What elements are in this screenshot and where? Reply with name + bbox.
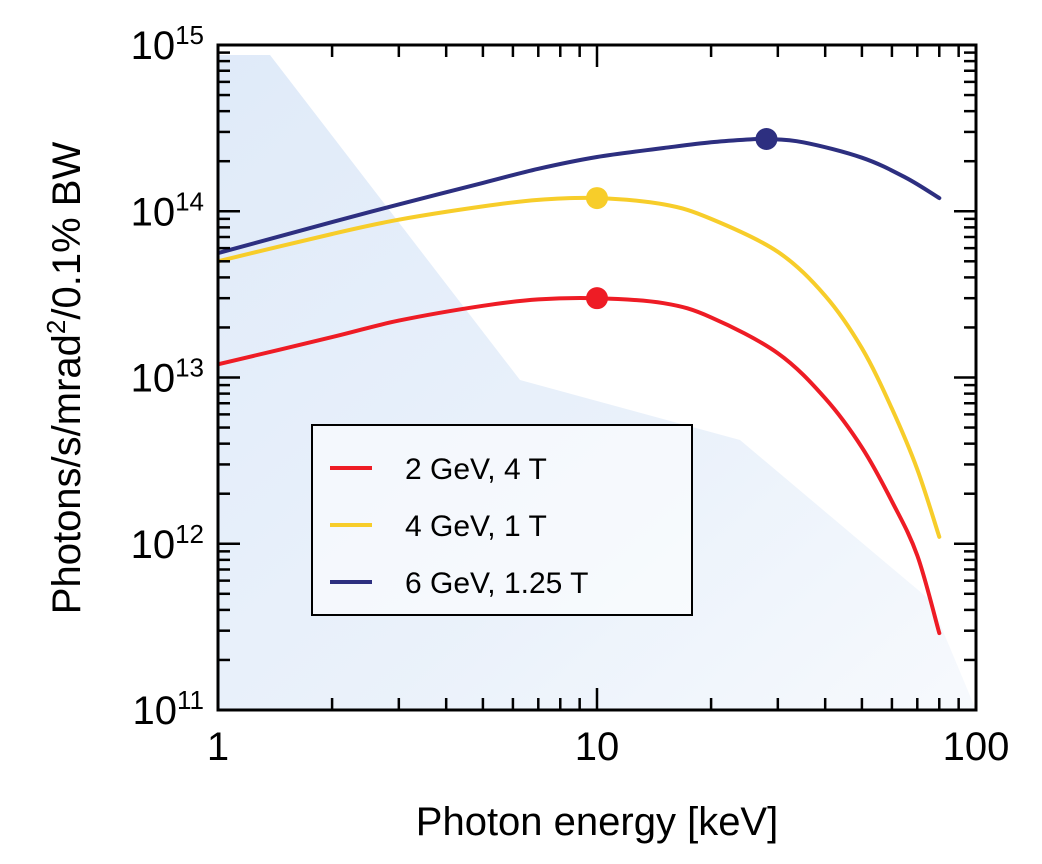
- y-tick-label: 1014: [131, 186, 204, 234]
- ticks-layer: [216, 45, 976, 712]
- legend-box: [311, 424, 693, 616]
- series-marker-3: [755, 128, 778, 151]
- y-axis-title: Photons/s/mrad2/0.1% BW: [41, 142, 89, 615]
- x-axis-title: Photon energy [keV]: [416, 800, 778, 844]
- series-line-2: [218, 195, 942, 539]
- legend-label-1: 2 GeV, 4 T: [405, 453, 547, 486]
- x-tick-label: 100: [943, 725, 1010, 769]
- legend-label-3: 6 GeV, 1.25 T: [405, 567, 588, 600]
- y-tick-label: 1011: [133, 685, 205, 733]
- x-tick-label: 1: [207, 725, 229, 769]
- series-line-1: [218, 295, 942, 636]
- series-layer: [218, 136, 942, 636]
- legend: 2 GeV, 4 T 4 GeV, 1 T 6 GeV, 1.25 T: [311, 424, 693, 616]
- legend-label-2: 4 GeV, 1 T: [405, 510, 547, 543]
- y-tick-label: 1012: [131, 519, 204, 567]
- y-tick-label: 1013: [131, 353, 204, 401]
- tick-labels-layer: 1 10 100 1011 1012 1013 1014 1015: [131, 20, 1010, 769]
- series-line-3: [218, 136, 942, 256]
- y-tick-label: 1015: [131, 20, 204, 68]
- series-marker-1: [586, 287, 608, 310]
- x-tick-label: 10: [575, 725, 620, 769]
- series-marker-2: [586, 187, 608, 210]
- marker-layer: [586, 128, 778, 310]
